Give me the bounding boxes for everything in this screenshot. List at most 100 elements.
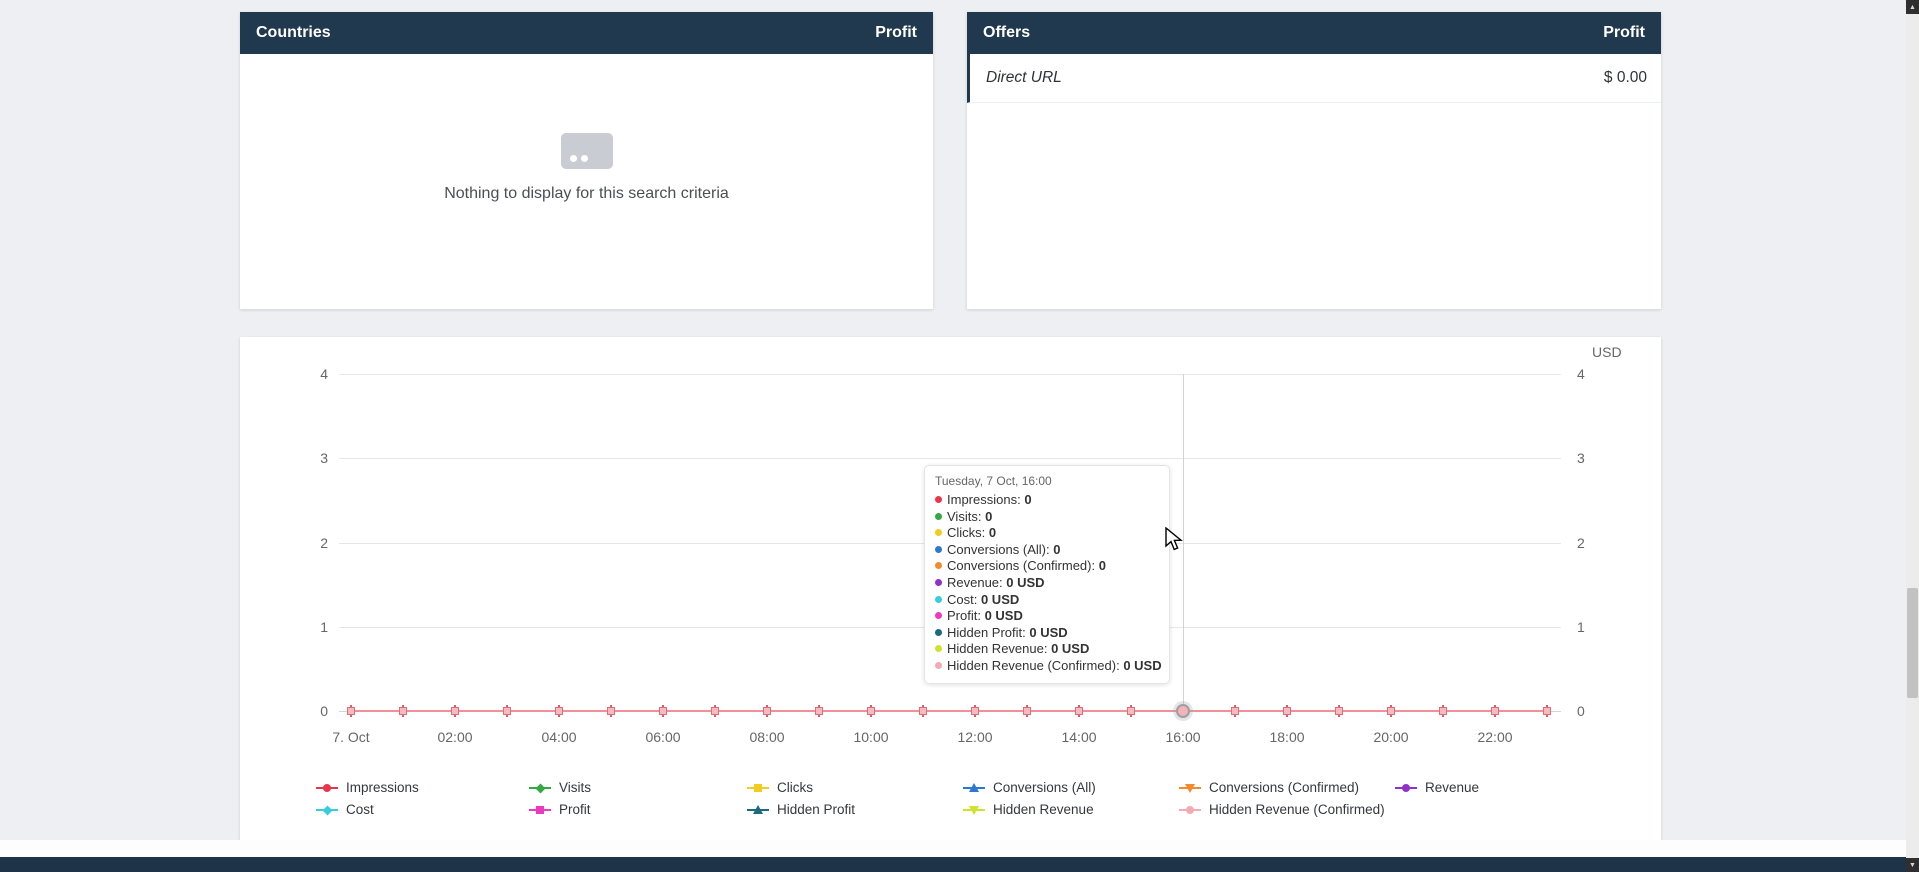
tooltip-series-dot-icon bbox=[935, 645, 942, 653]
legend-label: Conversions (Confirmed) bbox=[1209, 780, 1360, 795]
y-axis-label-left: 3 bbox=[320, 450, 328, 467]
y-axis-label-right: 4 bbox=[1577, 366, 1585, 382]
x-axis-label: 14:00 bbox=[1061, 729, 1097, 745]
tooltip-row-value: 0 USD bbox=[1029, 624, 1068, 640]
tooltip-row-label: Revenue: bbox=[947, 574, 1007, 590]
data-point-marker[interactable] bbox=[607, 707, 615, 715]
data-point-marker[interactable] bbox=[1491, 707, 1499, 715]
tooltip-series-dot-icon bbox=[935, 578, 942, 586]
legend-diamond-icon bbox=[322, 805, 333, 815]
data-point-marker-hovered[interactable] bbox=[1176, 704, 1190, 718]
data-point-marker[interactable] bbox=[1231, 707, 1239, 715]
data-point-marker[interactable] bbox=[1387, 707, 1395, 715]
legend-label: Visits bbox=[559, 780, 592, 795]
legend-label: Hidden Revenue (Confirmed) bbox=[1209, 802, 1385, 817]
legend-item-hidden-revenue[interactable]: Hidden Revenue bbox=[963, 802, 1094, 817]
data-point-marker[interactable] bbox=[919, 707, 927, 715]
countries-panel-title: Countries bbox=[256, 24, 331, 41]
data-point-marker[interactable] bbox=[971, 707, 979, 715]
empty-card-icon bbox=[560, 132, 613, 169]
data-point-marker[interactable] bbox=[815, 707, 823, 715]
data-point-marker[interactable] bbox=[451, 707, 459, 715]
legend-item-hidden-profit[interactable]: Hidden Profit bbox=[747, 802, 855, 817]
legend-label: Hidden Revenue bbox=[993, 802, 1094, 817]
x-axis-label: 08:00 bbox=[749, 729, 785, 745]
data-point-marker[interactable] bbox=[659, 707, 667, 715]
y-axis-label-right: 3 bbox=[1577, 450, 1585, 467]
tooltip-row-label: Cost: bbox=[947, 591, 981, 607]
data-point-marker[interactable] bbox=[1127, 707, 1135, 715]
chart-tooltip: Tuesday, 7 Oct, 16:00 Impressions: 0 Visi… bbox=[924, 465, 1170, 684]
legend-label: Impressions bbox=[346, 780, 419, 795]
legend-item-clicks[interactable]: Clicks bbox=[747, 780, 813, 795]
data-point-marker[interactable] bbox=[763, 707, 771, 715]
empty-state-text: Nothing to display for this search crite… bbox=[444, 184, 729, 202]
data-point-marker[interactable] bbox=[1283, 707, 1291, 715]
legend-marker-icon bbox=[963, 804, 985, 816]
data-point-marker[interactable] bbox=[399, 707, 407, 715]
tooltip-series-dot-icon bbox=[935, 512, 942, 520]
offer-row-direct-url[interactable]: Direct URL $ 0.00 bbox=[967, 54, 1661, 103]
data-point-marker[interactable] bbox=[555, 707, 563, 715]
legend-label: Profit bbox=[559, 802, 591, 817]
tooltip-row-label: Hidden Profit: bbox=[947, 624, 1030, 640]
legend-item-impressions[interactable]: Impressions bbox=[316, 780, 419, 795]
data-point-marker[interactable] bbox=[1335, 707, 1343, 715]
tooltip-row-value: 0 bbox=[988, 525, 997, 541]
vertical-scrollbar[interactable]: ▲ ▼ bbox=[1906, 0, 1919, 872]
mouse-cursor-icon bbox=[1165, 527, 1183, 551]
legend-item-profit[interactable]: Profit bbox=[529, 802, 591, 817]
countries-metric-label[interactable]: Profit bbox=[875, 24, 917, 41]
legend-item-hidden-revenue-confirmed[interactable]: Hidden Revenue (Confirmed) bbox=[1179, 802, 1385, 817]
y-axis-label-left: 1 bbox=[320, 618, 328, 635]
y-axis-label-left: 4 bbox=[320, 366, 328, 382]
legend-marker-icon bbox=[747, 782, 769, 794]
legend-marker-icon bbox=[316, 804, 338, 816]
x-axis-label: 22:00 bbox=[1477, 729, 1513, 745]
countries-panel-header: Countries Profit bbox=[240, 12, 933, 54]
data-point-marker[interactable] bbox=[1023, 707, 1031, 715]
tooltip-series-dot-icon bbox=[935, 595, 942, 603]
legend-item-revenue[interactable]: Revenue bbox=[1395, 780, 1479, 795]
x-axis-label: 06:00 bbox=[645, 729, 681, 745]
tooltip-row-value: 0 USD bbox=[984, 608, 1023, 624]
scrollbar-down-arrow-icon[interactable]: ▼ bbox=[1906, 858, 1919, 872]
data-point-marker[interactable] bbox=[867, 707, 875, 715]
data-point-marker[interactable] bbox=[1543, 707, 1551, 715]
legend-item-conversions-confirmed[interactable]: Conversions (Confirmed) bbox=[1179, 780, 1359, 795]
scrollbar-up-arrow-icon[interactable]: ▲ bbox=[1906, 0, 1919, 14]
tooltip-row: Cost: 0 USD bbox=[935, 592, 1159, 609]
tooltip-series-dot-icon bbox=[935, 661, 942, 669]
data-point-marker[interactable] bbox=[1075, 707, 1083, 715]
x-axis-label: 20:00 bbox=[1373, 729, 1409, 745]
scrollbar-thumb[interactable] bbox=[1907, 588, 1918, 698]
offers-panel-header: Offers Profit bbox=[967, 12, 1661, 54]
tooltip-title: Tuesday, 7 Oct, 16:00 bbox=[935, 474, 1052, 488]
tooltip-row-label: Profit: bbox=[947, 608, 985, 624]
legend-item-visits[interactable]: Visits bbox=[529, 780, 591, 795]
tooltip-series-dot-icon bbox=[935, 612, 942, 620]
x-axis-label: 16:00 bbox=[1165, 729, 1201, 745]
offers-metric-label[interactable]: Profit bbox=[1603, 24, 1645, 41]
data-point-marker[interactable] bbox=[711, 707, 719, 715]
tooltip-row: Impressions: 0 bbox=[935, 492, 1159, 509]
data-point-marker[interactable] bbox=[1439, 707, 1447, 715]
tooltip-row: Visits: 0 bbox=[935, 509, 1159, 526]
legend-label: Revenue bbox=[1425, 780, 1480, 795]
x-axis-label: 02:00 bbox=[437, 729, 473, 745]
legend-triangle-down-icon bbox=[969, 805, 979, 815]
legend-diamond-icon bbox=[535, 783, 546, 793]
legend-item-conversions-all[interactable]: Conversions (All) bbox=[963, 780, 1096, 795]
offer-profit-value: $ 0.00 bbox=[1603, 69, 1647, 86]
legend-item-cost[interactable]: Cost bbox=[316, 802, 374, 817]
legend-label: Conversions (All) bbox=[993, 780, 1096, 795]
legend-marker-icon bbox=[529, 804, 551, 816]
tooltip-rows: Impressions: 0 Visits: 0 Clicks: 0 Conversi… bbox=[935, 492, 1162, 675]
tooltip-row-value: 0 USD bbox=[1006, 574, 1045, 590]
tooltip-row-label: Conversions (Confirmed): bbox=[947, 558, 1099, 574]
data-point-marker[interactable] bbox=[503, 707, 511, 715]
tooltip-series-dot-icon bbox=[935, 545, 942, 553]
data-point-marker[interactable] bbox=[347, 707, 355, 715]
legend-circle-icon bbox=[1402, 783, 1410, 792]
